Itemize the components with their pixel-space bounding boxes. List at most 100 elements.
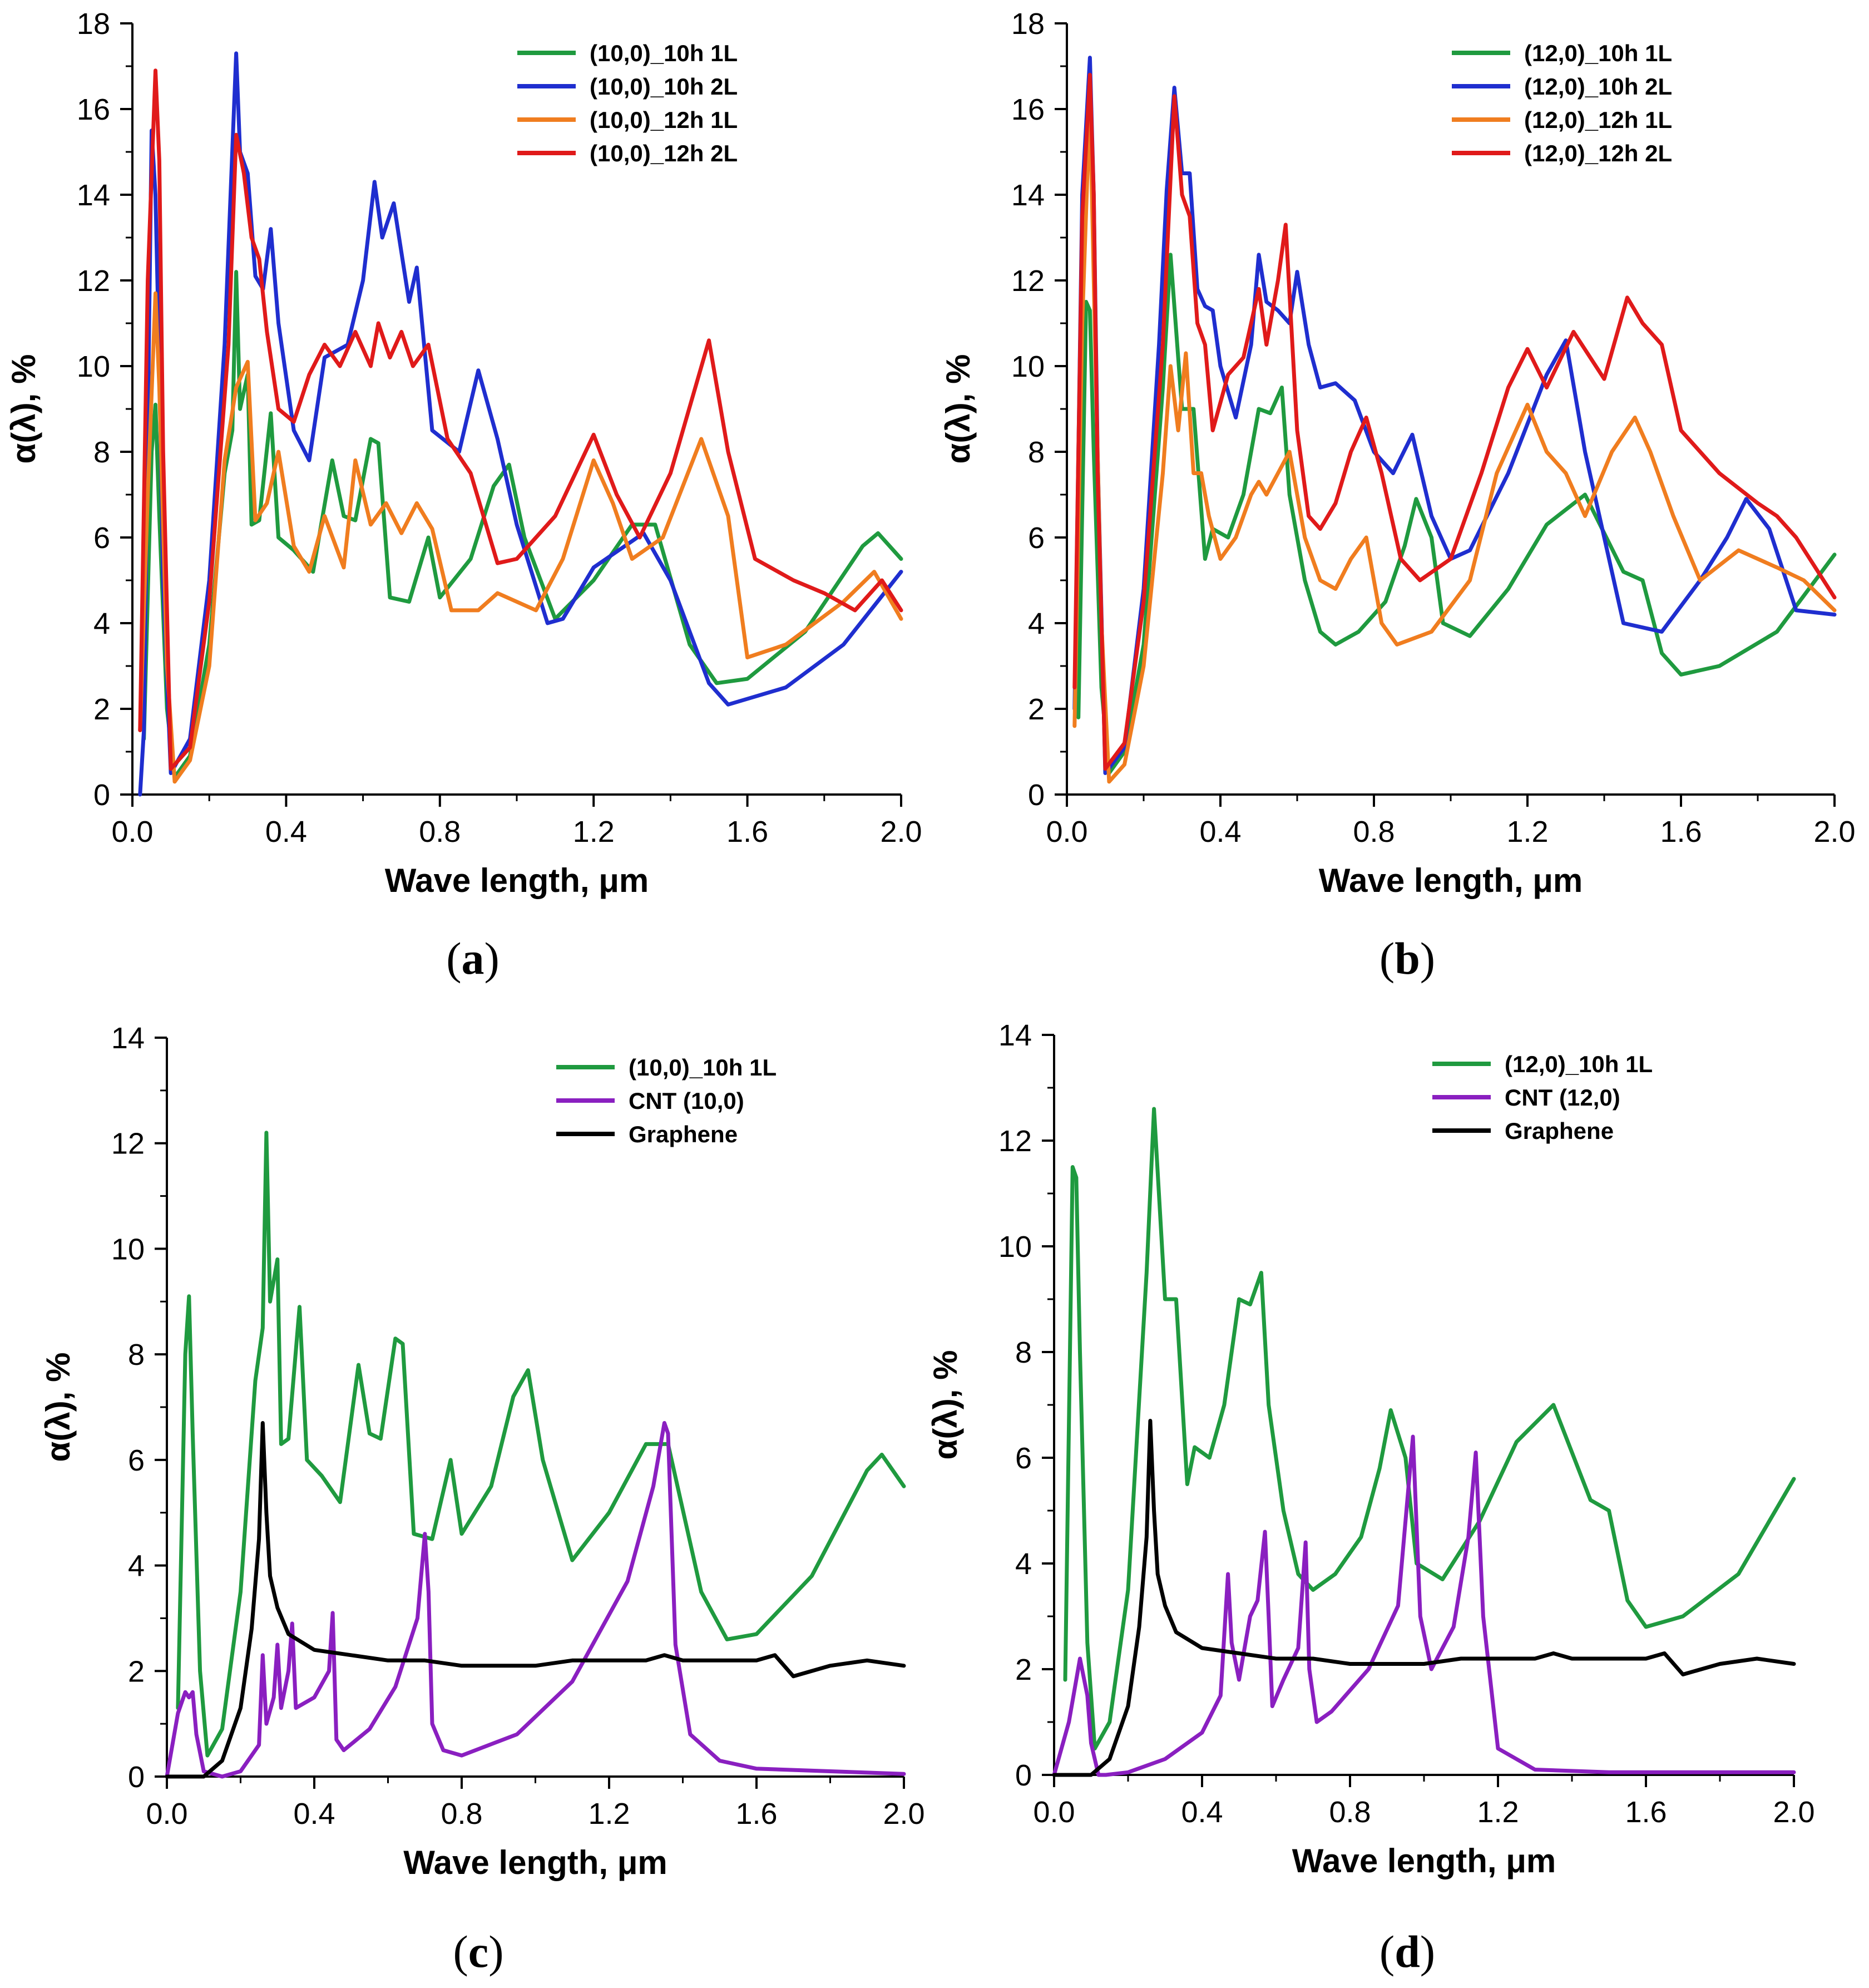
y-tick-label: 12 — [1011, 264, 1045, 298]
x-axis-title: Wave length, μm — [385, 862, 649, 899]
x-tick-label: 0.4 — [1199, 815, 1241, 849]
panel-label-letter: c — [468, 1926, 488, 1977]
series-line — [1072, 98, 1837, 784]
y-tick-label: 6 — [93, 521, 110, 555]
legend-entry: (12,0)_12h 2L — [1524, 140, 1672, 166]
series-line — [1072, 56, 1837, 775]
x-tick-label: 0.8 — [1329, 1795, 1371, 1829]
chart-panel-d: 0.0 0.4 0.8 1.2 1.6 2.0 0 2 4 6 8 10 12 14 Wave length… — [927, 1019, 1815, 1977]
y-tick-label: 8 — [128, 1338, 145, 1372]
x-tick-label: 1.2 — [1477, 1795, 1519, 1829]
y-tick-label: 4 — [93, 607, 110, 640]
y-tick-label: 8 — [93, 436, 110, 469]
panel-label-close: ) — [488, 1926, 503, 1977]
x-axis-title: Wave length, μm — [1292, 1842, 1556, 1880]
y-tick-label: 14 — [1011, 179, 1045, 212]
series-line — [138, 51, 903, 797]
series-line — [138, 68, 903, 771]
panel-label: (a) — [446, 933, 500, 984]
x-tick-label: 2.0 — [1773, 1795, 1814, 1829]
y-axis-title: α(λ), % — [927, 1350, 964, 1460]
x-tick-label: 2.0 — [1813, 815, 1855, 849]
panel-label: (c) — [453, 1926, 503, 1977]
legend-entry: (12,0)_10h 2L — [1524, 73, 1672, 100]
y-tick-label: 6 — [128, 1444, 145, 1477]
legend-entry: (10,0)_10h 2L — [590, 73, 738, 100]
x-tick-label: 1.6 — [1625, 1795, 1667, 1829]
y-tick-label: 10 — [77, 350, 110, 383]
y-axis-title: α(λ), % — [5, 354, 42, 464]
legend-entry: Graphene — [629, 1121, 738, 1147]
panel-label-close: ) — [1420, 933, 1435, 984]
legend-entry: CNT (10,0) — [629, 1088, 744, 1114]
y-tick-label: 0 — [1028, 778, 1045, 812]
x-tick-label: 2.0 — [880, 815, 922, 849]
panel-label-letter: b — [1395, 933, 1420, 984]
y-tick-label: 14 — [998, 1019, 1032, 1052]
x-tick-label: 0.8 — [1353, 815, 1395, 849]
x-tick-label: 0.0 — [1033, 1795, 1075, 1829]
x-axis-title: Wave length, μm — [1319, 862, 1583, 899]
legend-entry: (12,0)_10h 1L — [1505, 1051, 1653, 1077]
y-tick-label: 0 — [128, 1760, 145, 1794]
y-tick-label: 14 — [77, 179, 110, 212]
y-tick-label: 4 — [128, 1550, 145, 1583]
y-tick-label: 2 — [1015, 1653, 1032, 1686]
y-tick-label: 6 — [1028, 521, 1045, 555]
panel-label-open: ( — [446, 933, 461, 984]
y-tick-label: 0 — [1015, 1759, 1032, 1792]
x-tick-label: 1.6 — [1660, 815, 1702, 849]
panel-label-close: ) — [1420, 1926, 1435, 1977]
y-tick-label: 10 — [998, 1230, 1032, 1264]
series-line — [1052, 1419, 1796, 1777]
y-tick-label: 4 — [1015, 1547, 1032, 1581]
panel-label-open: ( — [453, 1926, 468, 1977]
series-line — [1063, 1107, 1796, 1750]
x-tick-label: 1.2 — [588, 1797, 630, 1831]
y-tick-label: 0 — [93, 778, 110, 812]
legend-entry: CNT (12,0) — [1505, 1084, 1620, 1111]
legend-entry: (10,0)_10h 1L — [629, 1054, 777, 1081]
panel-label: (b) — [1380, 933, 1435, 984]
panel-label-open: ( — [1380, 933, 1395, 984]
legend-entry: (10,0)_12h 1L — [590, 107, 738, 133]
x-tick-label: 0.8 — [419, 815, 461, 849]
y-tick-label: 4 — [1028, 607, 1045, 640]
chart-panel-b: 0.0 0.4 0.8 1.2 1.6 2.0 0 2 4 6 8 10 12 14 16 18 Wave le… — [940, 7, 1856, 984]
y-axis-title: α(λ), % — [940, 354, 977, 464]
panel-label-open: ( — [1380, 1926, 1395, 1977]
x-axis-title: Wave length, μm — [403, 1844, 668, 1881]
x-tick-label: 0.4 — [293, 1797, 335, 1831]
y-tick-label: 8 — [1028, 436, 1045, 469]
legend-entry: (12,0)_10h 1L — [1524, 40, 1672, 66]
x-tick-label: 0.0 — [146, 1797, 187, 1831]
series-line — [1052, 1434, 1796, 1777]
y-axis-title: α(λ), % — [39, 1353, 77, 1462]
series-line — [165, 1421, 906, 1779]
x-tick-label: 0.8 — [441, 1797, 482, 1831]
y-tick-label: 12 — [77, 264, 110, 298]
legend-entry: (10,0)_12h 2L — [590, 140, 738, 166]
chart-panel-c: 0.0 0.4 0.8 1.2 1.6 2.0 0 2 4 6 8 10 12 14 Wave length… — [39, 1022, 925, 1977]
series-line — [165, 1421, 906, 1779]
chart-panel-a: 0.0 0.4 0.8 1.2 1.6 2.0 0 2 4 6 8 10 12 14 16 18 Wave le… — [5, 7, 922, 984]
y-tick-label: 2 — [93, 693, 110, 726]
x-tick-label: 1.2 — [1506, 815, 1548, 849]
y-tick-label: 10 — [1011, 350, 1045, 383]
legend-entry: Graphene — [1505, 1118, 1614, 1144]
series-line — [138, 291, 903, 784]
y-tick-label: 12 — [998, 1124, 1032, 1158]
y-tick-label: 18 — [1011, 7, 1045, 41]
x-tick-label: 1.2 — [573, 815, 615, 849]
x-tick-label: 0.4 — [1181, 1795, 1223, 1829]
y-tick-label: 16 — [77, 93, 110, 126]
y-tick-label: 16 — [1011, 93, 1045, 126]
series-line — [176, 1131, 906, 1758]
panel-label-letter: d — [1395, 1926, 1420, 1977]
y-tick-label: 8 — [1015, 1336, 1032, 1369]
x-tick-label: 0.0 — [111, 815, 153, 849]
series-line — [1072, 72, 1837, 771]
y-tick-label: 6 — [1015, 1442, 1032, 1475]
x-tick-label: 0.0 — [1046, 815, 1087, 849]
